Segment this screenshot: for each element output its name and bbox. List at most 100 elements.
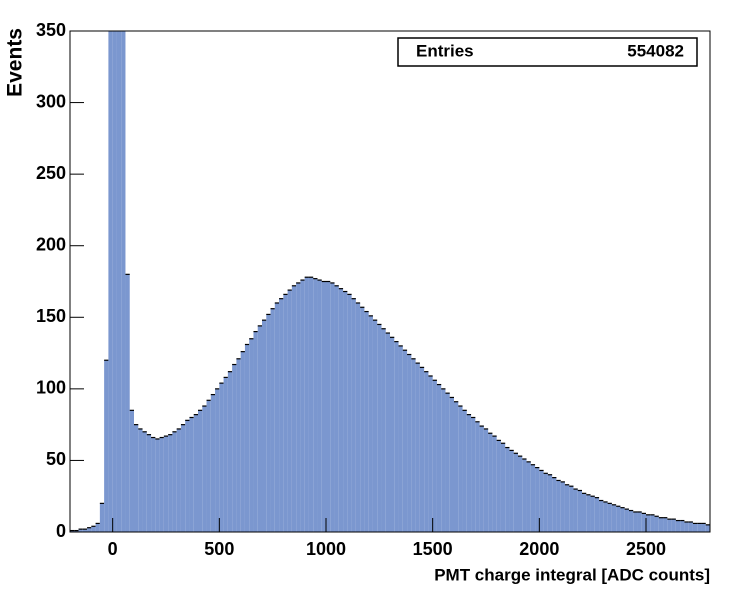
x-tick-label: 1500: [413, 539, 453, 559]
bar: [419, 367, 425, 532]
bar: [206, 400, 211, 532]
plot-frame: [69, 30, 711, 533]
bar: [146, 434, 152, 532]
y-tick-label: 350: [36, 20, 66, 40]
bar: [313, 278, 318, 532]
bar: [599, 500, 604, 532]
bar: [402, 350, 408, 532]
bar: [624, 509, 629, 532]
bar: [398, 345, 403, 532]
bar: [99, 503, 105, 532]
x-axis-title: PMT charge integral [ADC counts]: [434, 565, 710, 584]
bar: [654, 516, 659, 532]
bar: [227, 371, 233, 532]
bar: [138, 428, 143, 532]
bar: [492, 436, 497, 532]
x-tick-label: 0: [108, 539, 118, 559]
bar: [611, 504, 617, 532]
bar: [300, 280, 305, 532]
bar: [505, 447, 510, 532]
bar: [189, 417, 194, 532]
bar: [509, 450, 514, 532]
bar: [368, 315, 373, 532]
bar: [620, 507, 625, 532]
bar: [577, 490, 582, 532]
bar: [155, 438, 160, 532]
bar: [441, 388, 446, 532]
y-tick-label: 100: [36, 378, 66, 398]
bar: [483, 428, 489, 532]
bar: [163, 436, 169, 532]
bar: [415, 363, 420, 532]
bar: [176, 428, 181, 532]
bar: [479, 426, 484, 532]
bar: [168, 434, 173, 532]
bar: [360, 307, 365, 532]
bar: [180, 424, 186, 532]
bar: [569, 486, 574, 532]
bar: [424, 371, 429, 532]
bar: [91, 526, 96, 532]
bar: [338, 288, 344, 532]
bar: [658, 517, 664, 532]
bar: [616, 506, 621, 532]
bar: [539, 470, 544, 532]
bar: [321, 281, 326, 532]
bar: [560, 481, 565, 532]
y-tick-label: 250: [36, 163, 66, 183]
y-axis-title: Events: [4, 28, 27, 97]
bar: [236, 358, 241, 532]
bar: [445, 393, 450, 532]
bar: [688, 521, 693, 532]
bar: [159, 437, 164, 532]
bar: [692, 523, 698, 532]
bar: [223, 377, 228, 532]
bar: [87, 527, 92, 532]
bar: [104, 360, 109, 532]
x-tick-label: 2500: [626, 539, 666, 559]
bar: [628, 510, 634, 532]
bar: [334, 285, 339, 532]
bar: [198, 410, 203, 532]
y-tick-label: 50: [46, 449, 66, 469]
bar: [210, 394, 216, 532]
bar: [633, 511, 638, 532]
bar: [377, 324, 382, 532]
bar: [556, 480, 561, 532]
bar: [671, 519, 676, 532]
bar: [518, 456, 523, 532]
bar: [244, 344, 250, 532]
bar: [675, 520, 681, 532]
bar: [74, 530, 79, 532]
bar: [603, 501, 608, 532]
y-tick-label: 0: [56, 521, 66, 541]
bar: [471, 417, 476, 532]
bar: [385, 333, 390, 532]
bar: [500, 443, 506, 532]
x-tick-label: 1000: [306, 539, 346, 559]
y-tick-label: 200: [36, 234, 66, 254]
bar: [552, 477, 557, 532]
bar: [390, 337, 395, 532]
bar: [185, 420, 190, 532]
bar: [488, 433, 493, 532]
bar: [274, 302, 280, 532]
bar: [343, 291, 348, 532]
bar: [121, 31, 126, 532]
bar: [381, 328, 386, 532]
bar: [219, 383, 224, 532]
y-tick-label: 150: [36, 306, 66, 326]
bar: [270, 308, 275, 532]
bar: [172, 431, 177, 532]
bar: [522, 458, 527, 532]
bar: [151, 437, 156, 532]
bar: [663, 517, 668, 532]
bar: [193, 414, 198, 532]
bar: [496, 440, 501, 532]
bar: [590, 496, 595, 532]
bar: [108, 31, 113, 532]
bar: [641, 513, 646, 532]
bar: [129, 410, 134, 532]
bar: [428, 375, 433, 532]
bar: [684, 521, 689, 532]
